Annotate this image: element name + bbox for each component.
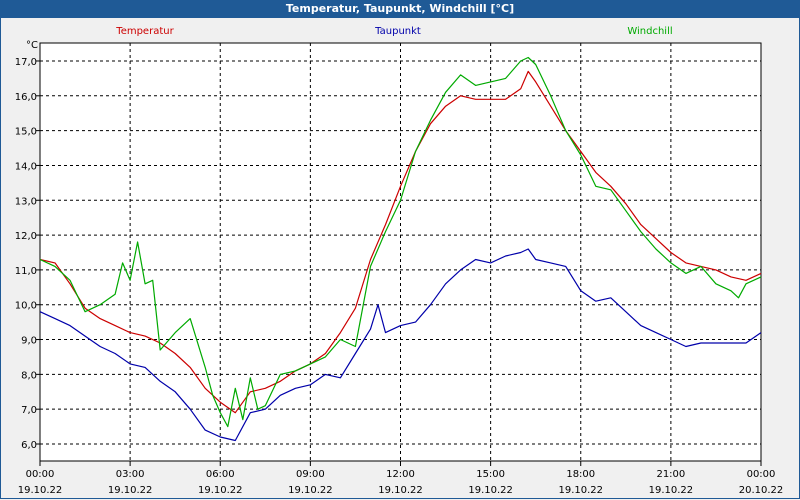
x-tick-date-label: 20.10.22 [739,485,784,496]
x-tick-date-label: 19.10.22 [108,485,153,496]
x-tick-time-label: 09:00 [296,469,325,480]
x-tick-date-label: 19.10.22 [468,485,513,496]
x-tick-time-label: 03:00 [116,469,145,480]
y-axis: 6,0 7,0 8,0 9,0 10,0 11,0 12,0 13,0 14,0 15,0 16,0… [15,57,40,451]
x-tick-time-label: 00:00 [747,469,776,480]
x-tick-time-label: 15:00 [476,469,505,480]
legend: Temperatur Taupunkt Windchill [115,26,672,37]
x-tick-date-label: 19.10.22 [378,485,423,496]
x-tick-date-label: 19.10.22 [558,485,603,496]
series-line-windchill [39,56,762,428]
series-line-temperatur [39,70,762,414]
series-group [39,56,762,442]
x-axis: 00:00 19.10.22 03:00 19.10.22 06:00 19.10.22 0… [18,461,784,496]
x-tick-date-label: 19.10.22 [288,485,333,496]
chart-window-title: Temperatur, Taupunkt, Windchill [°C] [0,0,800,18]
x-tick-time-label: 21:00 [656,469,685,480]
y-tick-label: 13,0 [15,196,37,207]
x-tick-time-label: 12:00 [386,469,415,480]
y-tick-label: 7,0 [21,405,37,416]
y-tick-label: 17,0 [15,57,37,68]
y-tick-label: 8,0 [21,370,37,381]
y-tick-label: 14,0 [15,161,37,172]
x-tick-time-label: 06:00 [206,469,235,480]
x-tick-date-label: 19.10.22 [18,485,63,496]
legend-entry-temperatur: Temperatur [115,26,174,37]
y-tick-label: 10,0 [15,301,37,312]
y-tick-label: 16,0 [15,92,37,103]
legend-entry-windchill: Windchill [627,26,672,37]
x-tick-date-label: 19.10.22 [198,485,243,496]
y-tick-label: 11,0 [15,266,37,277]
y-axis-unit-label: °C [26,40,38,51]
legend-entry-taupunkt: Taupunkt [374,26,421,37]
y-tick-label: 15,0 [15,127,37,138]
x-tick-time-label: 00:00 [26,469,55,480]
series-line-taupunkt [39,248,762,442]
y-tick-label: 6,0 [21,440,37,451]
grid-lines [40,43,761,461]
y-tick-label: 12,0 [15,231,37,242]
x-tick-time-label: 18:00 [566,469,595,480]
x-tick-date-label: 19.10.22 [649,485,694,496]
y-tick-label: 9,0 [21,336,37,347]
